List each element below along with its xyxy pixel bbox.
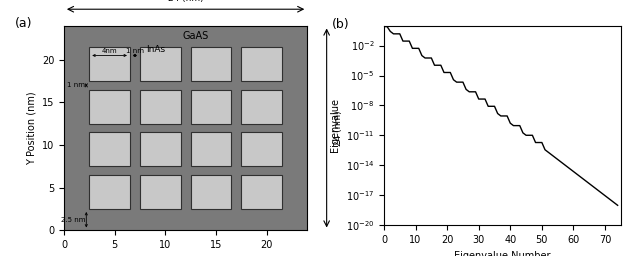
Bar [140, 90, 180, 124]
X-axis label: Eigenvalue Number: Eigenvalue Number [454, 251, 550, 256]
Text: (a): (a) [15, 17, 33, 30]
Bar [140, 132, 180, 166]
Bar [90, 90, 130, 124]
Bar [241, 47, 282, 81]
Bar [191, 175, 231, 209]
Bar [140, 47, 180, 81]
Bar [241, 90, 282, 124]
Bar [90, 132, 130, 166]
Text: 1 nm: 1 nm [126, 48, 144, 54]
Y-axis label: Y Position (nm): Y Position (nm) [26, 91, 36, 165]
Bar [241, 175, 282, 209]
Bar [191, 47, 231, 81]
Text: 24 (nm): 24 (nm) [334, 110, 343, 146]
Bar [191, 132, 231, 166]
Text: GaAS: GaAS [182, 31, 209, 41]
Text: InAs: InAs [146, 45, 164, 54]
Bar [241, 132, 282, 166]
Text: 1 nm: 1 nm [67, 82, 85, 88]
Bar [140, 175, 180, 209]
Bar [90, 47, 130, 81]
Bar [90, 175, 130, 209]
Text: 2.5 nm: 2.5 nm [61, 217, 85, 223]
Text: 4nm: 4nm [102, 48, 117, 54]
Text: (b): (b) [332, 18, 349, 31]
Bar [191, 90, 231, 124]
Text: 24 (nm): 24 (nm) [168, 0, 204, 3]
Y-axis label: Eigenvalue: Eigenvalue [330, 99, 340, 152]
